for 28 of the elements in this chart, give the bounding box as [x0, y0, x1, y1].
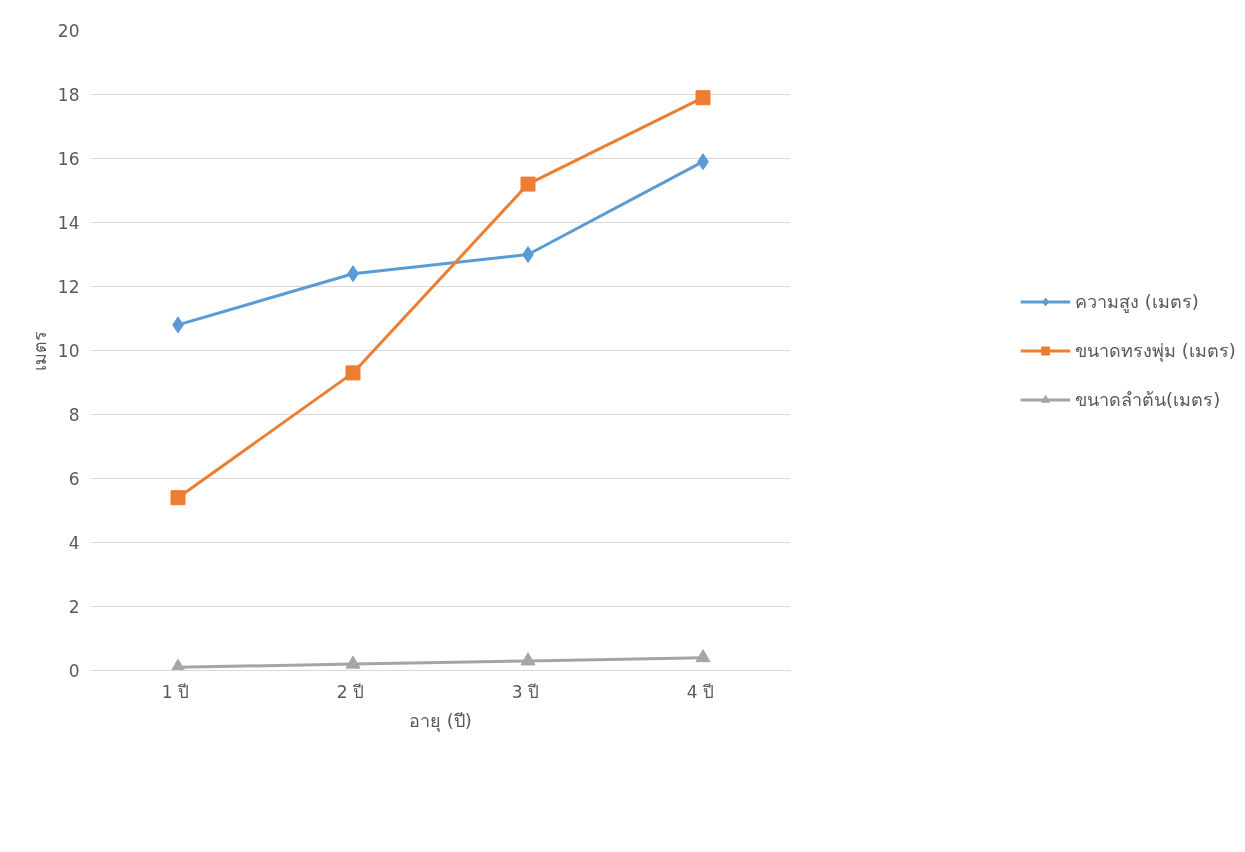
y-tick-label: 6 [68, 469, 80, 489]
y-tick-label: 20 [57, 21, 80, 41]
point [170, 490, 186, 506]
point [345, 655, 361, 669]
x-tick-label: 3 ปี [511, 681, 539, 702]
y-tick-label: 4 [68, 533, 80, 553]
x-tick-label: 4 ปี [686, 681, 714, 702]
point [695, 649, 711, 663]
point [345, 365, 361, 381]
point [695, 90, 711, 106]
y-tick-label: 18 [57, 85, 80, 105]
y-axis-title: เมตร [28, 330, 50, 371]
y-tick-label: 0 [68, 661, 80, 681]
legend-label: ขนาดทรงพุ่ม (เมตร) [1075, 338, 1236, 364]
point [522, 246, 534, 263]
legend-label: ขนาดลำต้น(เมตร) [1075, 387, 1221, 412]
y-tick-label: 16 [57, 149, 80, 169]
point [520, 652, 536, 666]
x-axis-title: อายุ (ปี) [409, 709, 472, 732]
x-tick-label: 2 ปี [336, 681, 364, 702]
y-tick-label: 12 [57, 277, 80, 297]
y-tick-label: 14 [57, 213, 80, 233]
y-tick-label: 2 [68, 597, 80, 617]
y-tick-label: 8 [68, 405, 80, 425]
x-tick-label: 1 ปี [161, 681, 189, 702]
y-tick-label: 10 [57, 341, 80, 361]
legend-label: ความสูง (เมตร) [1075, 289, 1199, 315]
point [520, 176, 536, 192]
